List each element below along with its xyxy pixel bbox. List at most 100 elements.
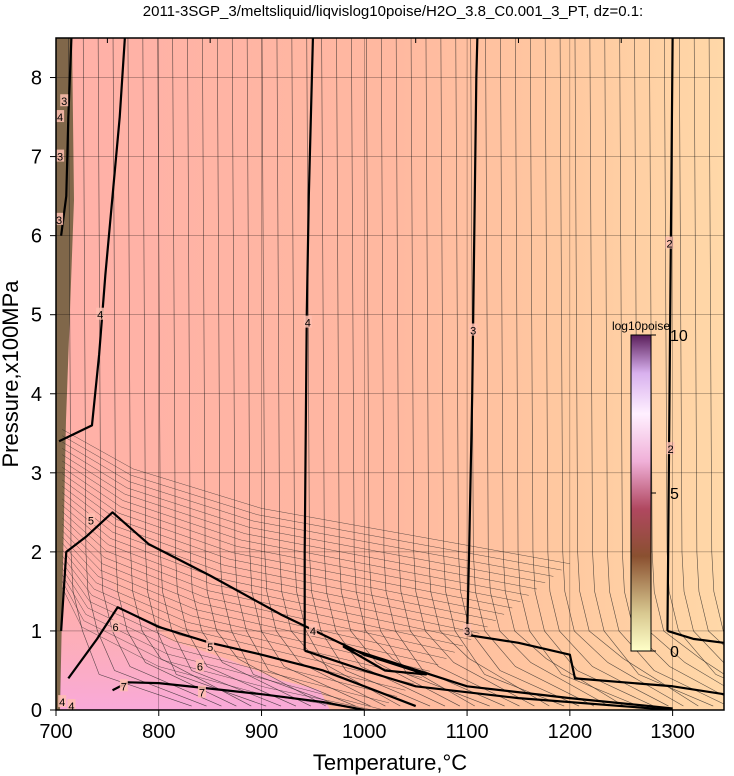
svg-text:4: 4: [310, 626, 316, 638]
plot-frame: [55, 37, 725, 711]
fine-contour: [61, 574, 381, 710]
fine-contour: [61, 568, 390, 704]
fine-contour: [127, 38, 252, 707]
fine-contour: [678, 38, 724, 664]
fine-contour: [410, 38, 535, 707]
fine-contour: [61, 530, 439, 666]
fine-contour: [664, 38, 724, 679]
contour-label: 7: [119, 679, 128, 693]
fine-contour: [157, 38, 282, 707]
y-tick-label: 0: [31, 700, 42, 722]
colorbar-tick-label: 0: [670, 644, 679, 661]
x-tick-label: 1000: [342, 721, 387, 743]
fine-contour: [62, 473, 513, 609]
low-temp-shading: [60, 540, 330, 710]
svg-text:3: 3: [61, 96, 67, 108]
colorbar-ticks: 0 5 10: [651, 328, 688, 661]
y-tick-label: 7: [31, 147, 42, 169]
contour-label: 2: [666, 442, 675, 456]
svg-text:3: 3: [470, 326, 476, 338]
fine-contour: [380, 38, 505, 707]
x-tick-label: 1200: [548, 721, 593, 743]
fine-contour: [62, 460, 529, 596]
svg-text:4: 4: [57, 112, 63, 124]
svg-text:3: 3: [56, 215, 62, 227]
y-tick-label: 2: [31, 542, 42, 564]
contour-label: 6: [111, 619, 120, 634]
fine-contour: [336, 38, 461, 707]
svg-text:4: 4: [59, 697, 65, 709]
fine-contour: [291, 38, 416, 707]
fine-contour: [62, 454, 538, 590]
contour-label: 4: [308, 623, 317, 638]
svg-text:5: 5: [207, 642, 213, 654]
fine-contour: [246, 38, 371, 707]
fine-contour: [276, 38, 401, 707]
y-tick-labels: 0 1 2 3 4 5 6 7 8: [31, 68, 42, 722]
frame-ticks: [50, 38, 674, 716]
y-axis-title: Pressure,x100MPa: [0, 280, 23, 468]
svg-text:2: 2: [667, 444, 673, 456]
colorbar-gradient: [630, 334, 652, 652]
colorbar-tick-label: 5: [670, 486, 679, 503]
colorbar: log10poise 0 5 10: [612, 319, 688, 661]
fine-contour: [321, 38, 446, 707]
fine-contour: [61, 562, 398, 697]
svg-text:4: 4: [97, 310, 103, 322]
svg-text:6: 6: [113, 622, 119, 634]
fine-contour: [425, 38, 550, 707]
x-tick-label: 900: [245, 721, 278, 743]
svg-text:4: 4: [68, 701, 74, 713]
contour-label: 4: [58, 695, 67, 709]
x-tick-label: 1100: [446, 721, 489, 743]
fine-contour: [261, 38, 386, 707]
fine-contour: [62, 467, 521, 602]
y-tick-label: 3: [31, 463, 42, 485]
fine-contour: [351, 38, 475, 707]
colorbar-tick-label: 10: [670, 328, 688, 345]
x-tick-label: 700: [39, 721, 72, 743]
contour-label: 3: [60, 94, 69, 108]
svg-text:4: 4: [305, 318, 311, 330]
contour-label: 4: [67, 699, 76, 713]
fine-contour: [62, 486, 496, 621]
fine-contour: [62, 435, 562, 571]
fine-contour: [112, 38, 237, 707]
fine-contour: [500, 38, 624, 707]
colorbar-title: log10poise: [612, 319, 670, 333]
x-tick-label: 800: [142, 721, 175, 743]
contour-line-level-3: [466, 633, 724, 696]
fine-contour: [515, 38, 639, 707]
fine-contour: [231, 38, 356, 707]
contour-label: 5: [86, 513, 95, 527]
contour-label: 6: [195, 659, 204, 674]
fine-contour: [187, 38, 312, 707]
fine-contour: [306, 38, 431, 707]
y-tick-label: 5: [31, 305, 42, 327]
fine-contour: [693, 38, 724, 646]
contour-label: 4: [56, 110, 65, 124]
x-tick-label: 1300: [650, 721, 695, 743]
fine-contour: [61, 543, 422, 678]
x-axis-title: Temperature,°C: [313, 750, 467, 775]
fine-contour: [82, 38, 207, 707]
grid-lines: [55, 38, 724, 711]
contour-label: 4: [96, 307, 105, 322]
contour-label: 5: [206, 639, 215, 654]
contour-label: 3: [56, 149, 65, 164]
contour-label: 7: [197, 685, 206, 700]
y-tick-label: 8: [31, 68, 42, 90]
fine-contour: [619, 38, 724, 697]
fine-contour: [172, 38, 297, 707]
fine-contour: [440, 38, 565, 707]
contour-label: 2: [665, 236, 674, 251]
svg-text:6: 6: [197, 662, 203, 674]
fine-contour: [708, 38, 724, 632]
contour-line-level-2: [667, 629, 724, 644]
fine-contour: [62, 448, 546, 583]
fine-contour: [62, 492, 488, 628]
fine-contour: [61, 549, 414, 685]
svg-text:7: 7: [121, 681, 127, 693]
